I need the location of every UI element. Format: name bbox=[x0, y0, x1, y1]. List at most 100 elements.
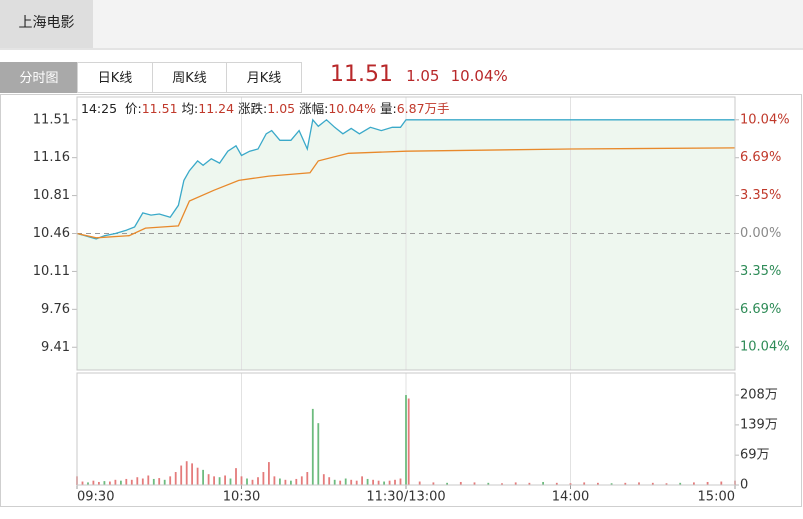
y-tick-label: 139万 bbox=[740, 417, 778, 432]
x-tick-label: 11:30/13:00 bbox=[366, 490, 445, 505]
tab[interactable]: 日K线 bbox=[77, 62, 153, 93]
volume-bar bbox=[597, 482, 599, 485]
volume-bar bbox=[328, 477, 331, 485]
y2-tick-label: 10.04% bbox=[740, 112, 790, 127]
volume-bar bbox=[114, 479, 117, 485]
quote-change-pct: 10.04% bbox=[450, 67, 508, 85]
info-time: 14:25 bbox=[81, 101, 118, 116]
tab[interactable]: 月K线 bbox=[226, 62, 302, 93]
volume-bar bbox=[679, 482, 682, 485]
volume-bar bbox=[262, 472, 265, 485]
volume-bar bbox=[120, 480, 122, 485]
volume-bar bbox=[407, 398, 410, 485]
info-label: 均: bbox=[181, 101, 199, 116]
y2-tick-label: 0.00% bbox=[740, 226, 781, 241]
volume-bar bbox=[383, 481, 385, 485]
y-tick-label: 10.11 bbox=[33, 264, 70, 279]
volume-bar bbox=[372, 479, 374, 485]
volume-bar bbox=[240, 476, 243, 485]
volume-bar bbox=[235, 468, 237, 485]
volume-bar bbox=[473, 482, 476, 485]
volume-bar bbox=[388, 480, 391, 485]
y-tick-label: 11.51 bbox=[33, 112, 70, 127]
volume-bar bbox=[624, 482, 627, 485]
tab[interactable]: 分时图 bbox=[0, 62, 78, 93]
volume-bar bbox=[202, 469, 204, 485]
info-label: 涨幅: bbox=[299, 101, 329, 116]
stock-tab[interactable]: 上海电影 bbox=[0, 0, 93, 48]
volume-bar bbox=[257, 477, 259, 485]
volume-bar bbox=[191, 463, 193, 485]
volume-bar bbox=[295, 478, 298, 485]
y-tick-label: 11.16 bbox=[33, 150, 70, 165]
volume-bar bbox=[290, 480, 292, 485]
volume-bar bbox=[158, 478, 161, 485]
volume-bar bbox=[185, 461, 188, 485]
quote-change: 1.05 bbox=[406, 67, 440, 85]
info-value: 11.51 bbox=[141, 101, 178, 116]
volume-panel: 09:30 10:30 11:30/13:00 14:00 15:00 0 69万 139万 2… bbox=[76, 372, 778, 505]
volume-bar bbox=[344, 478, 347, 485]
volume-bar bbox=[377, 480, 380, 485]
average-line bbox=[76, 147, 736, 239]
y2-tick-label: 3.35% bbox=[740, 188, 781, 203]
volume-bar bbox=[284, 479, 287, 485]
volume-bar bbox=[180, 465, 183, 485]
info-value: 1.05 bbox=[267, 101, 296, 116]
volume-bar bbox=[665, 483, 668, 485]
plot-frame bbox=[76, 96, 736, 371]
volume-bar bbox=[487, 482, 490, 485]
volume-bar bbox=[81, 481, 84, 485]
y-tick-label: 10.46 bbox=[33, 226, 70, 241]
volume-bar bbox=[569, 483, 572, 485]
price-panel: 11.51 11.16 10.81 10.46 10.11 9.76 9.41 10.04% 6… bbox=[33, 96, 790, 371]
info-value: 10.04% bbox=[328, 101, 376, 116]
volume-bar bbox=[693, 482, 695, 485]
volume-bar bbox=[394, 479, 396, 485]
y2-tick-label: 6.69% bbox=[740, 150, 781, 165]
volume-bar bbox=[279, 478, 281, 485]
volume-bar bbox=[125, 478, 128, 485]
y2-tick-label: 3.35% bbox=[740, 264, 781, 279]
y-tick-label: 69万 bbox=[740, 448, 770, 463]
volume-bar bbox=[169, 476, 172, 485]
tab[interactable]: 周K线 bbox=[152, 62, 227, 93]
volume-bar bbox=[610, 483, 613, 485]
y2-tick-label: 6.69% bbox=[740, 302, 781, 317]
volume-bar bbox=[130, 479, 133, 485]
volume-bar bbox=[229, 478, 232, 485]
volume-bar bbox=[251, 479, 254, 485]
quote-price: 11.51 bbox=[330, 62, 393, 87]
y-tick-label: 208万 bbox=[740, 388, 778, 403]
volume-bar bbox=[147, 475, 150, 485]
volume-bar bbox=[103, 481, 106, 485]
volume-bar bbox=[311, 408, 314, 485]
volume-bar bbox=[92, 480, 95, 485]
info-label: 涨跌: bbox=[238, 101, 268, 116]
volume-bar bbox=[432, 482, 435, 485]
volume-bar bbox=[355, 480, 358, 485]
volume-bar bbox=[583, 482, 586, 485]
x-tick-label: 10:30 bbox=[223, 490, 260, 505]
volume-bar bbox=[152, 478, 155, 485]
volume-bar bbox=[163, 479, 166, 485]
info-label: 价: bbox=[125, 101, 142, 116]
volume-bar bbox=[174, 472, 177, 485]
volume-bar bbox=[720, 481, 723, 485]
volume-bar bbox=[87, 482, 89, 485]
y2-tick-label: 10.04% bbox=[740, 340, 790, 355]
volume-bar bbox=[207, 474, 210, 485]
volume-bar bbox=[350, 479, 353, 485]
volume-bar bbox=[317, 423, 320, 485]
volume-bar bbox=[555, 482, 558, 485]
volume-bar bbox=[501, 483, 503, 485]
y-tick-label: 9.41 bbox=[41, 340, 70, 355]
price-line bbox=[76, 118, 735, 240]
volume-bar bbox=[98, 481, 100, 485]
volume-bar bbox=[514, 482, 517, 485]
volume-bar bbox=[300, 476, 303, 485]
volume-bar bbox=[418, 481, 421, 485]
volume-bar bbox=[459, 481, 462, 485]
